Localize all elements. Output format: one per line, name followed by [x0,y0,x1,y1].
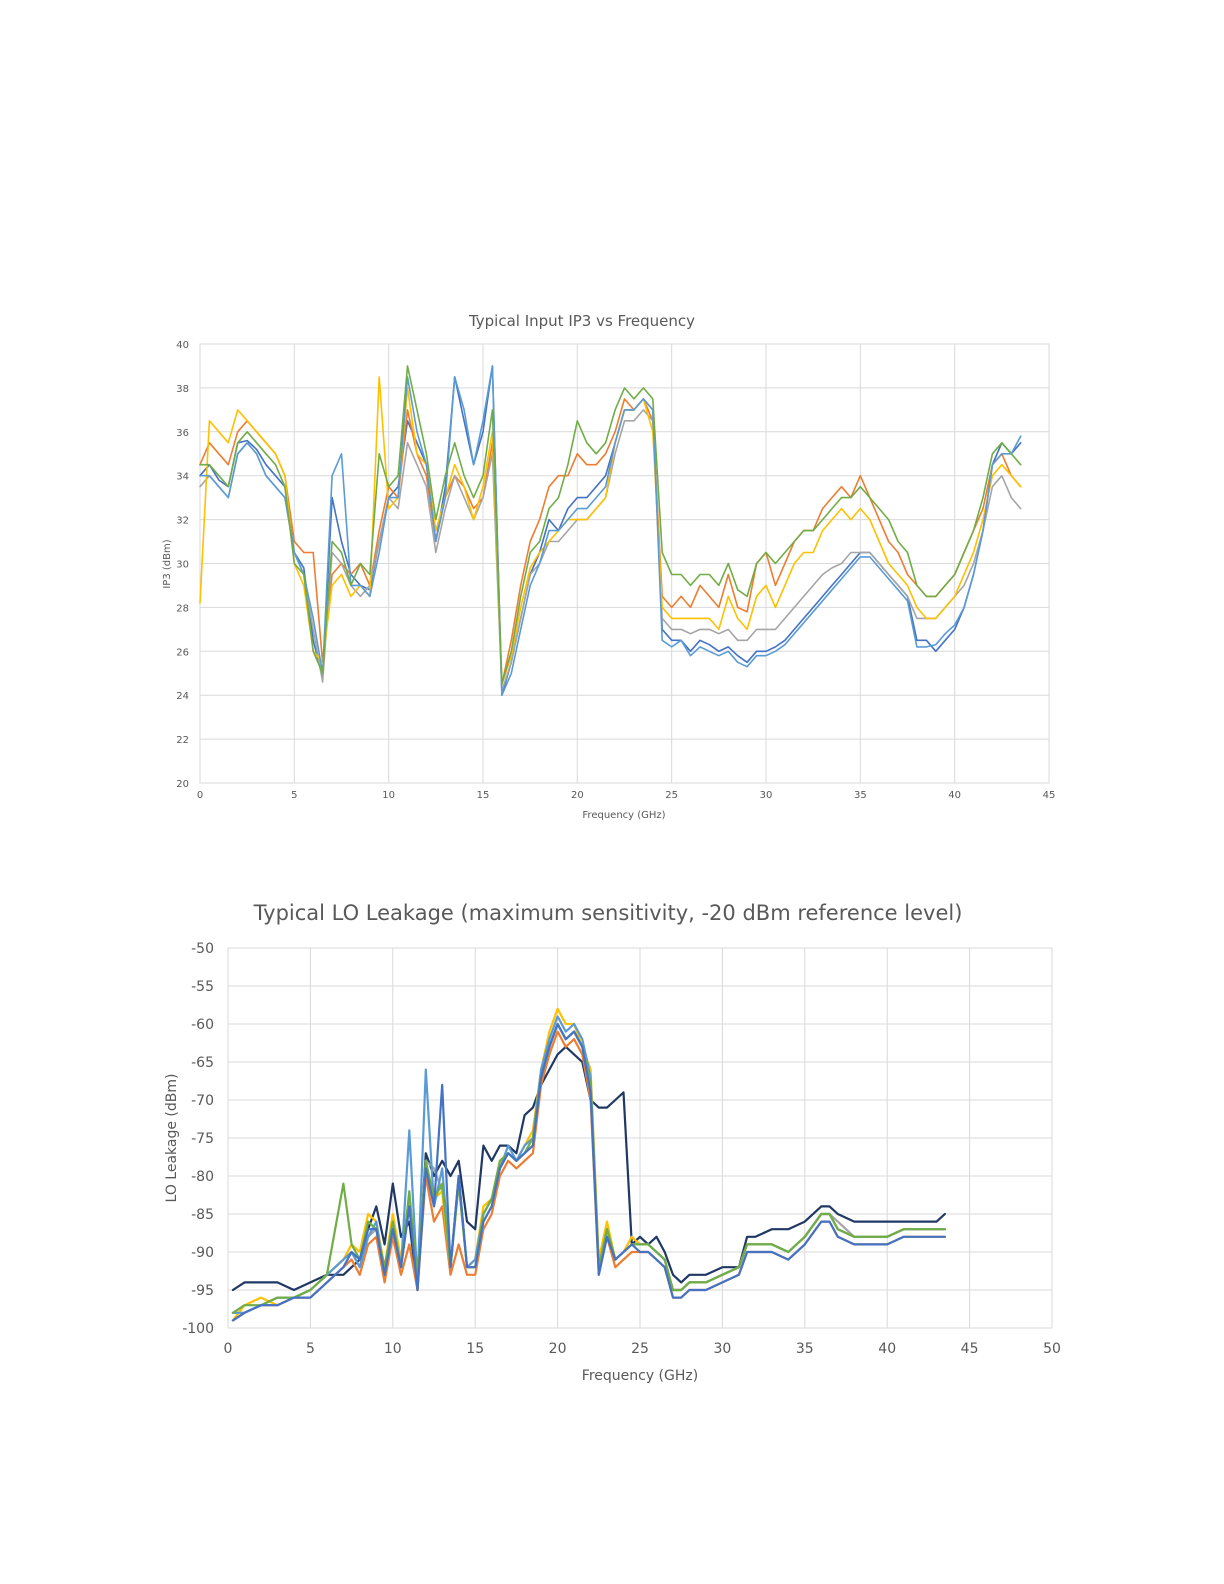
y-tick-label: -95 [191,1283,214,1299]
series-line-1 [199,365,1022,697]
y-tick-label: -65 [191,1055,214,1071]
y-tick-label: 26 [176,647,189,658]
x-tick-label: 30 [760,790,773,801]
series-line-5 [199,365,1022,697]
series-line-4 [199,376,1022,686]
series-line-2 [199,398,1022,686]
y-tick-label: 36 [176,428,189,439]
x-tick-label: 15 [477,790,490,801]
x-axis-label: Frequency (GHz) [582,1368,698,1384]
y-tick-label: 24 [176,691,189,702]
x-tick-label: 30 [713,1341,731,1357]
x-tick-label: 0 [197,790,203,801]
x-tick-label: 25 [665,790,678,801]
y-axis-label: LO Leakage (dBm) [164,1074,180,1203]
y-tick-label: 20 [176,779,189,790]
x-tick-label: 45 [1043,790,1056,801]
y-tick-label: 22 [176,735,189,746]
lo-leakage-chart-svg: Typical LO Leakage (maximum sensitivity,… [164,901,1061,1384]
series-lines [231,1007,947,1322]
y-tick-label: -100 [182,1321,214,1337]
y-tick-label: 30 [176,560,189,571]
x-tick-label: 35 [796,1341,814,1357]
ip3-chart: Typical Input IP3 vs Frequency 0 5 10 15 20 2… [150,300,1070,830]
y-tick-label: 34 [176,472,189,483]
chart-title: Typical LO Leakage (maximum sensitivity,… [253,901,963,925]
x-tick-label: 20 [571,790,584,801]
x-axis-label: Frequency (GHz) [582,810,665,821]
series-line-6 [199,365,1022,686]
x-tick-label: 15 [466,1341,484,1357]
x-tick-label: 5 [291,790,297,801]
y-tick-label: -85 [191,1207,214,1223]
lo-leakage-chart: Typical LO Leakage (maximum sensitivity,… [150,890,1070,1400]
y-tick-label: -55 [191,979,214,995]
y-tick-label: -60 [191,1017,214,1033]
x-tick-labels: 0 5 10 15 20 25 30 35 40 45 [197,790,1056,801]
y-tick-labels: 20 22 24 26 28 30 32 34 36 38 40 [176,340,189,790]
series-line-7 [231,1022,947,1322]
y-tick-label: -50 [191,941,214,957]
x-tick-label: 35 [854,790,867,801]
series-line-4 [231,1007,947,1322]
x-tick-label: 40 [948,790,961,801]
y-tick-label: -70 [191,1093,214,1109]
x-tick-label: 20 [549,1341,567,1357]
y-tick-labels: -100 -95 -90 -85 -80 -75 -70 -65 -60 -55 -50 [182,941,214,1337]
y-tick-label: 32 [176,516,189,527]
x-tick-label: 45 [961,1341,979,1357]
y-tick-label: -75 [191,1131,214,1147]
x-tick-label: 10 [384,1341,402,1357]
y-tick-label: 28 [176,603,189,614]
y-tick-label: -90 [191,1245,214,1261]
x-tick-label: 5 [306,1341,315,1357]
x-tick-label: 25 [631,1341,649,1357]
x-tick-label: 0 [224,1341,233,1357]
x-tick-labels: 0 5 10 15 20 25 30 35 40 45 50 [224,1341,1061,1357]
x-tick-label: 50 [1043,1341,1061,1357]
y-tick-label: 38 [176,384,189,395]
y-tick-label: -80 [191,1169,214,1185]
y-axis-label: IP3 (dBm) [162,539,173,588]
series-line-1 [231,1045,947,1292]
series-line-5 [231,1015,947,1314]
plot-grid [227,947,1053,1329]
x-tick-label: 10 [382,790,395,801]
ip3-chart-svg: Typical Input IP3 vs Frequency 0 5 10 15 20 2… [162,312,1056,821]
series-line-3 [199,409,1022,692]
chart-title: Typical Input IP3 vs Frequency [468,312,695,330]
y-tick-label: 40 [176,340,189,351]
x-tick-label: 40 [878,1341,896,1357]
series-lines [199,365,1022,697]
